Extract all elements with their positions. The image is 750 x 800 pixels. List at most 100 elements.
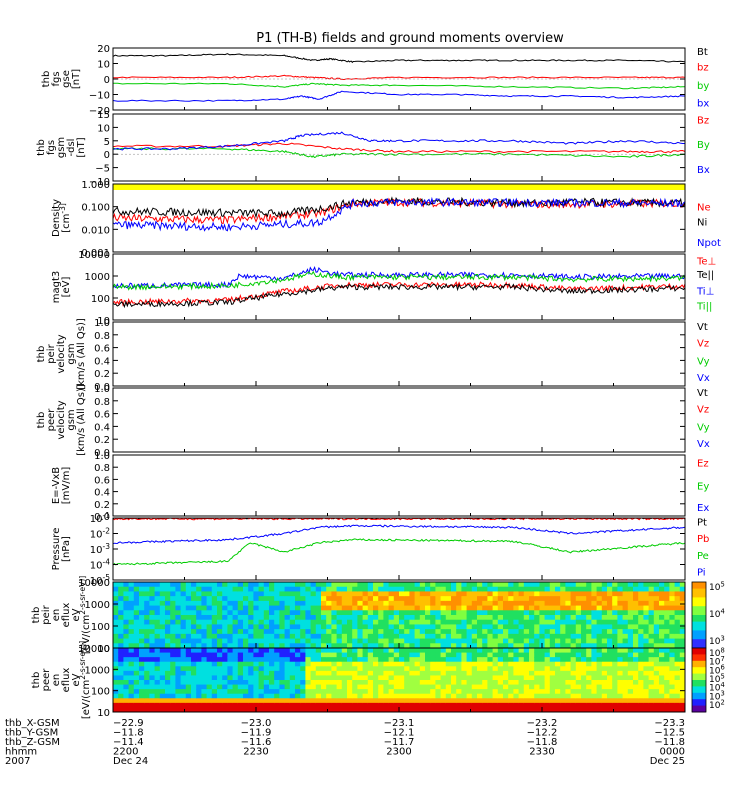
spectrogram-cell <box>414 591 421 597</box>
spectrogram-cell <box>165 680 171 686</box>
spectrogram-cell <box>466 624 473 630</box>
spectrogram-cell <box>643 586 650 592</box>
spectrogram-cell <box>175 643 182 649</box>
spectrogram-cell <box>269 624 275 630</box>
colorbar-segment <box>692 621 706 625</box>
spectrogram-cell <box>373 591 379 597</box>
spectrogram-cell <box>263 702 270 708</box>
spectrogram-cell <box>274 615 280 621</box>
spectrogram-cell <box>674 633 681 640</box>
spectrogram-cell <box>596 680 603 686</box>
y-tick-label: 0.2 <box>94 369 110 380</box>
spectrogram-cell <box>425 591 431 597</box>
spectrogram-cell <box>305 689 312 695</box>
spectrogram-cell <box>581 619 587 625</box>
spectrogram-cell <box>565 615 572 621</box>
spectrogram-cell <box>419 610 426 616</box>
spectrogram-cell <box>529 624 535 630</box>
spectrogram-cell <box>492 600 499 607</box>
spectrogram-cell <box>518 707 525 713</box>
spectrogram-cell <box>274 707 280 713</box>
spectrogram-cell <box>638 666 644 672</box>
spectrogram-cell <box>503 689 509 695</box>
y-tick-label: 10-5 <box>90 573 110 587</box>
spectrogram-cell <box>529 596 535 602</box>
spectrogram-cell <box>326 591 332 597</box>
spectrogram-cell <box>352 610 358 616</box>
spectrogram-cell <box>133 689 140 695</box>
spectrogram-cell <box>638 670 644 676</box>
spectrogram-cell <box>622 652 629 658</box>
spectrogram-cell <box>201 643 208 649</box>
spectrogram-cell <box>643 661 650 667</box>
spectrogram-cell <box>165 605 171 611</box>
spectrogram-cell <box>373 586 379 592</box>
spectrogram-cell <box>539 675 546 681</box>
spectrogram-cell <box>555 693 561 699</box>
spectrogram-cell <box>451 680 457 686</box>
spectrogram-cell <box>191 666 197 672</box>
spectrogram-cell <box>679 693 686 699</box>
spectrogram-cell <box>222 684 228 690</box>
spectrogram-cell <box>477 680 483 686</box>
spectrogram-cell <box>409 684 416 690</box>
spectrogram-cell <box>243 657 249 663</box>
spectrogram-cell <box>445 582 452 588</box>
spectrogram-cell <box>425 698 431 704</box>
spectrogram-cell <box>336 643 343 649</box>
spectrogram-cell <box>627 643 634 649</box>
spectrogram-cell <box>388 582 395 588</box>
spectrogram-cell <box>388 629 395 635</box>
spectrogram-cell <box>378 615 384 621</box>
spectrogram-cell <box>601 624 608 630</box>
spectrogram-cell <box>206 633 213 640</box>
spectrogram-cell <box>113 675 119 681</box>
spectrogram-cell <box>170 591 176 597</box>
spectrogram-cell <box>399 615 405 621</box>
spectrogram-cell <box>175 591 182 597</box>
spectrogram-cell <box>331 707 338 713</box>
spectrogram-cell <box>461 707 468 713</box>
y-axis-label: gsm <box>56 137 67 158</box>
spectrogram-cell <box>295 684 301 690</box>
spectrogram-cell <box>560 600 566 607</box>
spectrogram-cell <box>258 615 265 621</box>
spectrogram-cell <box>243 582 249 588</box>
spectrogram-cell <box>185 707 192 713</box>
x-axis-value: −23.0 <box>241 718 272 729</box>
colorbar-segment <box>692 595 706 598</box>
spectrogram-cell <box>388 591 395 597</box>
spectrogram-cell <box>362 702 369 708</box>
legend-label: Ti⊥ <box>696 286 714 297</box>
spectrogram-cell <box>445 666 452 672</box>
spectrogram-cell <box>487 684 494 690</box>
spectrogram-cell <box>279 615 286 621</box>
spectrogram-cell <box>217 615 223 621</box>
spectrogram-cell <box>544 684 551 690</box>
colorbar-segment <box>692 590 706 594</box>
spectrogram-cell <box>601 619 608 625</box>
spectrogram-cell <box>248 643 254 649</box>
spectrogram-cell <box>653 591 660 597</box>
spectrogram-cell <box>274 652 280 658</box>
spectrogram-cell <box>617 582 624 588</box>
spectrogram-cell <box>305 661 312 667</box>
spectrogram-cell <box>674 675 681 681</box>
spectrogram-cell <box>128 661 135 667</box>
spectrogram-cell <box>513 666 520 672</box>
spectrogram-cell <box>648 707 655 713</box>
spectrogram-cell <box>456 629 462 635</box>
spectrogram-cell <box>352 689 358 695</box>
spectrogram-cell <box>487 582 494 588</box>
spectrogram-cell <box>378 605 384 611</box>
legend-label: Vy <box>697 422 710 433</box>
spectrogram-cell <box>139 596 145 602</box>
spectrogram-cell <box>222 629 228 635</box>
spectrogram-cell <box>118 638 124 644</box>
spectrogram-cell <box>289 693 296 699</box>
spectrogram-cell <box>497 689 504 695</box>
spectrogram-cell <box>497 619 504 625</box>
spectrogram-cell <box>466 689 473 695</box>
spectrogram-cell <box>659 693 665 699</box>
spectrogram-cell <box>586 615 592 621</box>
